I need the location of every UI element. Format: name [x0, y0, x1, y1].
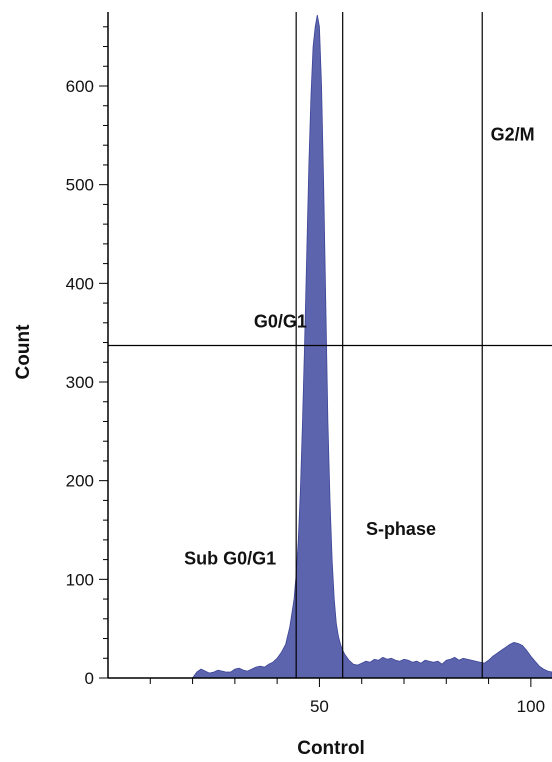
- y-axis-title: Count: [13, 324, 34, 380]
- gate-label: G0/G1: [254, 312, 307, 332]
- y-tick-label: 200: [66, 472, 94, 491]
- y-tick-label: 400: [66, 274, 94, 293]
- y-tick-label: 500: [66, 176, 94, 195]
- axes: 0 100 200 300 400 500 600 50 100: [66, 12, 552, 716]
- gate-label: Sub G0/G1: [184, 549, 276, 569]
- histogram-area: [191, 14, 552, 679]
- y-tick-label: 300: [66, 373, 94, 392]
- x-axis-title: Control: [297, 738, 365, 759]
- gate-label: S-phase: [366, 519, 436, 539]
- histogram-series: [191, 14, 552, 679]
- y-tick-label: 600: [66, 77, 94, 96]
- gate-lines: [108, 12, 552, 678]
- chart-labels: Sub G0/G1 G0/G1 S-phase G2/M: [184, 124, 535, 568]
- y-tick-label: 0: [85, 669, 94, 688]
- x-tick-label: 50: [310, 697, 329, 716]
- y-tick-label: 100: [66, 570, 94, 589]
- gate-label: G2/M: [491, 124, 535, 144]
- x-tick-label: 100: [517, 697, 545, 716]
